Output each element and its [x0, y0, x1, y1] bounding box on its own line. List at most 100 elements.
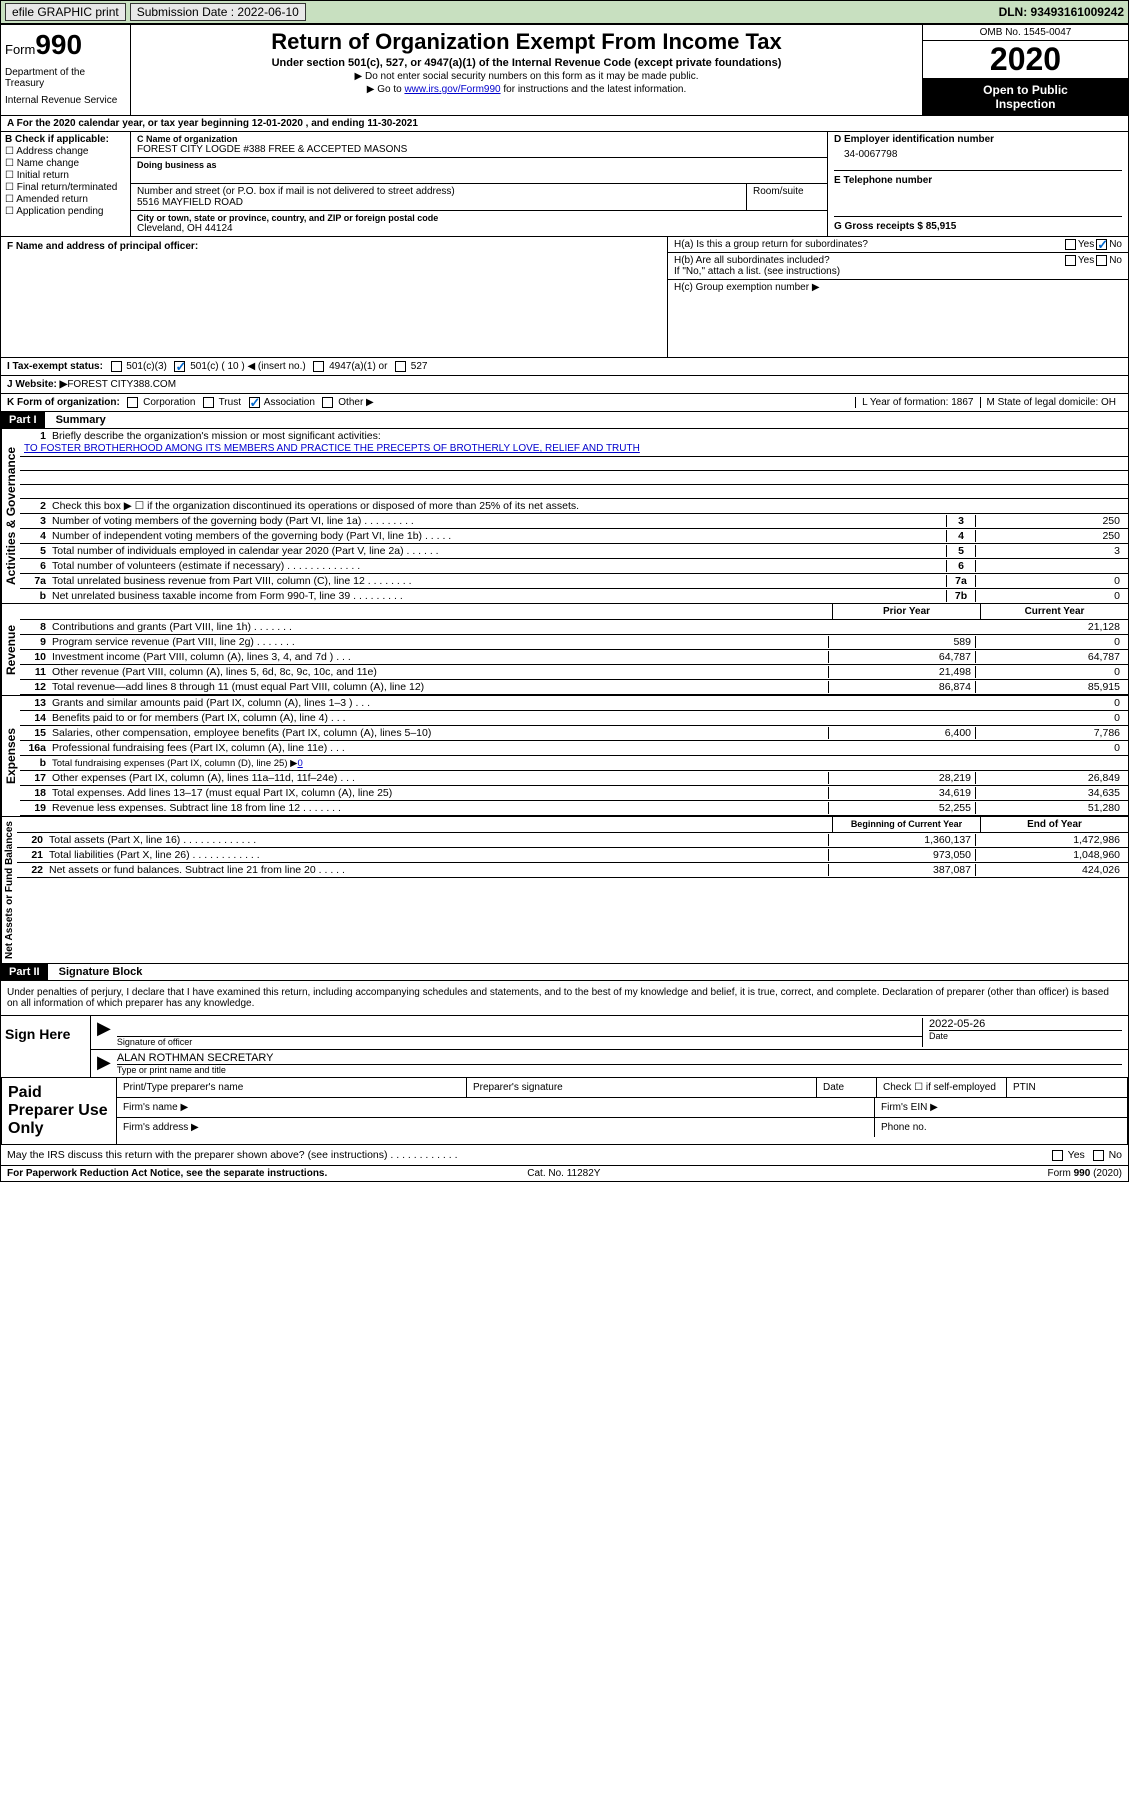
discuss-no[interactable]: No: [1091, 1149, 1122, 1161]
line-13: 13 Grants and similar amounts paid (Part…: [20, 696, 1128, 711]
goto-note: ▶ Go to www.irs.gov/Form990 for instruct…: [135, 84, 918, 95]
line-6: 6 Total number of volunteers (estimate i…: [20, 558, 1128, 573]
ha-yes[interactable]: Yes: [1063, 239, 1094, 250]
form-header: Form990 Department of the Treasury Inter…: [1, 25, 1128, 116]
principal-officer: F Name and address of principal officer:: [1, 237, 668, 357]
form-id-cell: Form990 Department of the Treasury Inter…: [1, 25, 131, 115]
part2-badge: Part II: [1, 964, 48, 980]
goto-pre: ▶ Go to: [367, 84, 405, 95]
line-9: 9 Program service revenue (Part VIII, li…: [20, 635, 1128, 650]
chk-corp[interactable]: Corporation: [125, 397, 195, 408]
paid-prep-label: Paid Preparer Use Only: [2, 1078, 117, 1144]
gross-receipts: G Gross receipts $ 85,915: [834, 216, 1122, 232]
line-22: 22 Net assets or fund balances. Subtract…: [17, 863, 1128, 878]
vert-net-assets: Net Assets or Fund Balances: [1, 817, 17, 963]
prep-sig-cell: Preparer's signature: [467, 1078, 817, 1097]
vert-expenses: Expenses: [1, 696, 20, 816]
chk-app-pending[interactable]: ☐ Application pending: [5, 206, 126, 217]
ha-no[interactable]: No: [1094, 239, 1122, 250]
row-j-label: J Website: ▶: [7, 379, 67, 390]
row-i-tax-status: I Tax-exempt status: 501(c)(3) 501(c) ( …: [1, 358, 1128, 376]
chk-trust[interactable]: Trust: [201, 397, 241, 408]
line-5: 5 Total number of individuals employed i…: [20, 543, 1128, 558]
sec-f-label: F Name and address of principal officer:: [7, 241, 198, 252]
dba-label: Doing business as: [137, 160, 821, 170]
sig-officer-label: Signature of officer: [117, 1036, 922, 1047]
chk-amended[interactable]: ☐ Amended return: [5, 194, 126, 205]
room-cell: Room/suite: [747, 184, 827, 210]
address-row: Number and street (or P.O. box if mail i…: [131, 184, 827, 211]
ein-value: 34-0067798: [834, 145, 1122, 170]
footer: For Paperwork Reduction Act Notice, see …: [1, 1165, 1128, 1181]
col-d-ein: D Employer identification number 34-0067…: [828, 132, 1128, 236]
header-right-cell: OMB No. 1545-0047 2020 Open to Public In…: [923, 25, 1128, 115]
hdr-begin: Beginning of Current Year: [832, 817, 980, 832]
discuss-row: May the IRS discuss this return with the…: [1, 1145, 1128, 1165]
state-domicile: M State of legal domicile: OH: [980, 397, 1123, 408]
row-k-form-org: K Form of organization: Corporation Trus…: [1, 394, 1128, 412]
sig-arrow-icon: ▶: [97, 1018, 111, 1047]
sig-arrow-icon-2: ▶: [97, 1052, 111, 1075]
part1-badge: Part I: [1, 412, 45, 428]
chk-initial-return[interactable]: ☐ Initial return: [5, 170, 126, 181]
col-b-label: B Check if applicable:: [5, 134, 126, 145]
hb-row: H(b) Are all subordinates included? Yes …: [668, 253, 1128, 280]
prep-name-cell: Print/Type preparer's name: [117, 1078, 467, 1097]
year-formation: L Year of formation: 1867: [855, 397, 979, 408]
hb-yes[interactable]: Yes: [1063, 255, 1094, 266]
chk-501c3[interactable]: 501(c)(3): [109, 361, 167, 372]
room-label: Room/suite: [753, 186, 821, 197]
line-16a: 16a Professional fundraising fees (Part …: [20, 741, 1128, 756]
form-number: 990: [35, 29, 82, 60]
chk-name-change[interactable]: ☐ Name change: [5, 158, 126, 169]
line-3: 3 Number of voting members of the govern…: [20, 513, 1128, 528]
line16b-text: Total fundraising expenses (Part IX, col…: [52, 758, 297, 769]
vert-activities: Activities & Governance: [1, 429, 20, 603]
row-i-label: I Tax-exempt status:: [7, 361, 103, 372]
chk-assoc[interactable]: Association: [247, 397, 315, 408]
chk-other[interactable]: Other ▶: [320, 397, 373, 408]
prep-check-cell[interactable]: Check ☐ if self-employed: [877, 1078, 1007, 1097]
chk-527[interactable]: 527: [393, 361, 427, 372]
hb-text: H(b) Are all subordinates included?: [674, 255, 1063, 266]
chk-final-return[interactable]: ☐ Final return/terminated: [5, 182, 126, 193]
q2-text: Check this box ▶ ☐ if the organization d…: [52, 500, 1124, 512]
mission-blank3: [20, 485, 1128, 499]
chk-4947[interactable]: 4947(a)(1) or: [311, 361, 387, 372]
ptin-cell: PTIN: [1007, 1078, 1127, 1097]
line-b: b Net unrelated business taxable income …: [20, 588, 1128, 603]
line-17: 17 Other expenses (Part IX, column (A), …: [20, 771, 1128, 786]
line-10: 10 Investment income (Part VIII, column …: [20, 650, 1128, 665]
net-header: Beginning of Current Year End of Year: [17, 817, 1128, 833]
sec-h-group: H(a) Is this a group return for subordin…: [668, 237, 1128, 357]
omb-number: OMB No. 1545-0047: [923, 25, 1128, 41]
prep-row-2: Firm's name ▶ Firm's EIN ▶: [117, 1098, 1127, 1118]
inspect-line2: Inspection: [995, 97, 1055, 111]
dept-irs: Internal Revenue Service: [5, 95, 126, 106]
firm-ein-cell: Firm's EIN ▶: [875, 1098, 1127, 1117]
row-k-label: K Form of organization:: [7, 397, 120, 408]
footer-left: For Paperwork Reduction Act Notice, see …: [7, 1168, 327, 1179]
discuss-yes[interactable]: Yes: [1050, 1149, 1085, 1161]
chk-address-change[interactable]: ☐ Address change: [5, 146, 126, 157]
hb-no[interactable]: No: [1094, 255, 1122, 266]
prep-row-3: Firm's address ▶ Phone no.: [117, 1118, 1127, 1137]
line-20: 20 Total assets (Part X, line 16) . . . …: [17, 833, 1128, 848]
part1-header: Part I Summary: [1, 412, 1128, 429]
hdr-prior: Prior Year: [832, 604, 980, 619]
form-word: Form: [5, 42, 35, 57]
sig-officer-line: ▶ Signature of officer 2022-05-26 Date: [91, 1016, 1128, 1050]
street-label: Number and street (or P.O. box if mail i…: [137, 186, 740, 197]
sign-here-label: Sign Here: [1, 1016, 91, 1077]
goto-post: for instructions and the latest informat…: [501, 84, 687, 95]
row-j-website: J Website: ▶ FOREST CITY388.COM: [1, 376, 1128, 394]
org-name-value: FOREST CITY LOGDE #388 FREE & ACCEPTED M…: [137, 144, 821, 155]
chk-501c[interactable]: 501(c) ( 10 ) ◀ (insert no.): [172, 361, 305, 372]
phone-cell: Phone no.: [875, 1118, 1127, 1137]
declaration-text: Under penalties of perjury, I declare th…: [1, 981, 1128, 1015]
firm-name-cell: Firm's name ▶: [117, 1098, 875, 1117]
efile-print-btn[interactable]: efile GRAPHIC print: [5, 3, 126, 21]
form990-link[interactable]: www.irs.gov/Form990: [404, 84, 500, 95]
line-16b: b Total fundraising expenses (Part IX, c…: [20, 756, 1128, 771]
officer-name-value: ALAN ROTHMAN SECRETARY: [117, 1052, 1122, 1064]
